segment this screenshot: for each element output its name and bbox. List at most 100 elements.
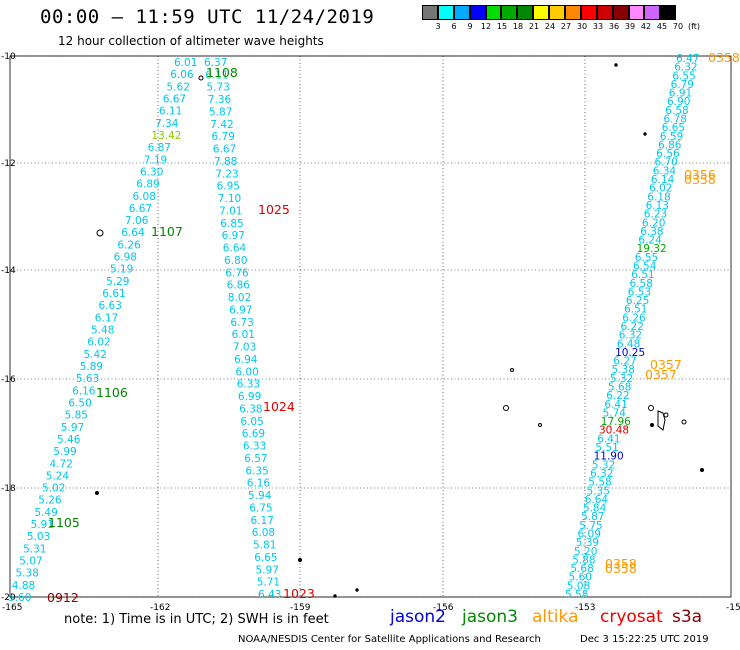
pass-label: 1108 [206,65,238,80]
wave-height-value: 6.26 [117,239,141,251]
island-outlines [95,63,704,598]
wave-height-value: 13.42 [151,130,181,142]
wave-height-value: 6.97 [222,230,245,242]
colorbar-swatch [580,5,597,20]
colorbar-labels: 3 6 9 12 15 18 21 24 27 30 33 36 39 42 45 70 (ft) [422,22,740,34]
wave-height-value: 6.80 [224,255,247,267]
wave-height-value: 19.32 [637,243,667,255]
wave-height-value: 6.41 [597,433,620,445]
wave-height-value: 5.49 [34,507,57,519]
pass-label: 1023 [283,586,315,601]
wave-height-value: 6.16 [247,478,271,490]
wave-height-value: 5.91 [31,519,54,531]
wave-height-value: 6.17 [251,515,274,527]
colorbar-label: 15 [496,22,508,31]
wave-height-value: 6.51 [624,304,647,316]
map-subtitle: 12 hour collection of altimeter wave hei… [58,34,324,48]
pass-label: 0358 [708,50,740,65]
wave-height-value: 6.08 [133,191,156,203]
wave-height-value: 6.32 [590,468,613,480]
wave-height-value: 5.63 [76,373,99,385]
legend-jason2: jason2 [390,607,446,627]
pass-label: 1107 [151,224,183,239]
wave-height-value: 7.03 [233,342,256,354]
colorbar-label: 12 [480,22,492,31]
pass-label: 0912 [47,590,79,605]
wave-height-value: 6.22 [606,390,629,402]
colorbar-label: 45 [656,22,668,31]
colorbar-label: 36 [608,22,620,31]
pass-label: 0358 [684,172,716,187]
wave-height-value: 5.38 [16,568,39,580]
colorbar-label: 39 [624,22,636,31]
wave-height-value: 6.64 [121,227,145,239]
altimeter-track-east: 6.476.326.556.796.916.906.586.786.656.59… [565,53,699,601]
wave-height-value: 6.38 [640,226,663,238]
wave-height-value: 5.48 [91,325,114,337]
wave-height-value: 5.62 [167,81,190,93]
wave-height-value: 6.65 [662,122,685,134]
colorbar-label: (ft) [687,22,701,31]
lat-label: -10 [1,52,16,62]
wave-height-value: 6.09 [578,529,601,541]
wave-height-value: 5.99 [53,446,76,458]
wave-height-value: 6.56 [656,148,680,160]
map-title: 00:00 – 11:59 UTC 11/24/2019 [40,6,375,28]
wave-height-value: 6.47 [676,53,699,65]
wave-height-value: 5.24 [46,470,70,482]
wave-height-value: 6.27 [613,356,636,368]
wave-height-value: 6.86 [658,140,682,152]
pass-label: 1025 [258,202,290,217]
wave-height-value: 6.69 [242,428,265,440]
wave-height-value: 5.85 [65,410,88,422]
wave-height-value: 5.38 [612,364,635,376]
wave-height-value: 6.51 [631,269,654,281]
wave-height-value: 5.73 [207,82,230,94]
wave-height-value: 4.88 [12,580,35,592]
wave-height-value: 5.51 [595,442,618,454]
colorbar-swatch [565,5,581,20]
wave-height-value: 5.97 [61,422,84,434]
wave-height-value: 6.54 [633,261,657,273]
wave-height-value: 11.90 [594,451,624,463]
wave-height-value: 6.33 [237,379,260,391]
wave-height-value: 6.53 [628,286,651,298]
wave-height-value: 6.61 [102,288,125,300]
colorbar-swatch [644,5,661,20]
pass-label: 0357 [650,357,682,372]
colorbar-swatch [660,5,677,20]
wave-height-value: 6.00 [235,366,258,378]
wave-height-value: 7.10 [218,193,241,205]
wave-height-value: 6.41 [604,399,627,411]
wave-height-value: 6.79 [671,79,694,91]
wave-height-value: 5.32 [592,459,615,471]
colorbar-swatch [453,5,470,20]
wave-height-value: 5.08 [567,580,590,592]
colorbar-swatch [549,5,566,20]
wave-height-value: 6.91 [669,88,692,100]
wave-height-value: 5.42 [84,349,107,361]
wave-height-value: 6.14 [651,174,675,186]
wave-height-value: 6.16 [72,385,96,397]
altimeter-track-central: 6.376.115.737.365.877.426.796.677.887.23… [204,57,281,601]
wave-height-colorbar [422,5,677,20]
lat-label: -14 [1,266,16,276]
wave-height-value: 5.97 [256,564,279,576]
lat-label: -20 [1,593,16,603]
wave-height-value: 7.34 [155,118,179,130]
wave-height-value: 6.06 [170,69,194,81]
lon-label: -153 [575,603,595,613]
wave-height-value: 7.36 [208,94,232,106]
colorbar-label: 24 [544,22,556,31]
wave-height-value: 6.33 [243,441,266,453]
wave-height-value: 5.68 [608,382,631,394]
pass-label: 0357 [645,367,677,382]
wave-height-value: 6.85 [220,218,243,230]
wave-height-value: 5.02 [42,483,65,495]
colorbar-swatch [612,5,629,20]
wave-height-value: 7.01 [219,206,242,218]
lat-label: -18 [1,484,16,494]
wave-height-value: 6.35 [245,465,268,477]
wave-height-value: 6.57 [244,453,267,465]
